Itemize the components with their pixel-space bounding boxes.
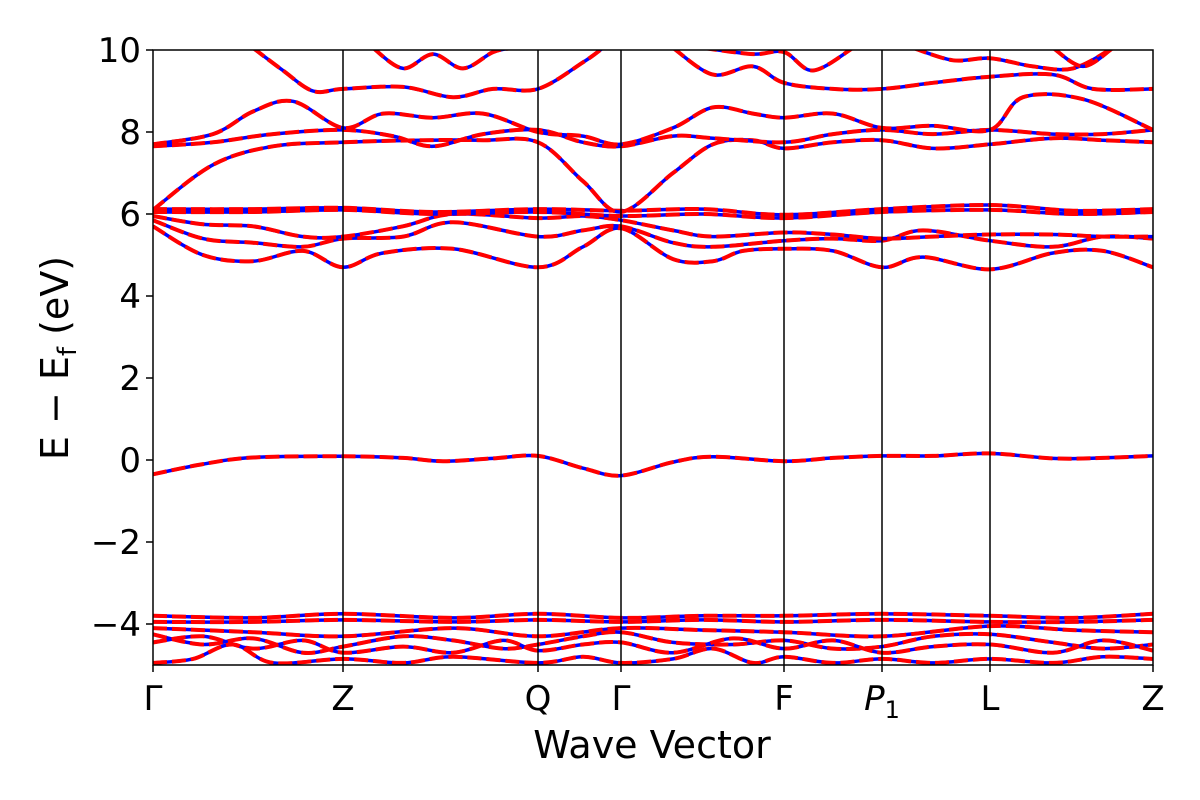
plot-area — [153, 50, 1153, 665]
y-tick-label-5: 6 — [119, 195, 141, 235]
y-axis-ticks: −4 −2 0 2 4 6 8 10 — [91, 31, 153, 645]
band-line-red-14 — [1052, 50, 1114, 69]
y-tick-label-4: 4 — [119, 277, 141, 317]
band-line-red-8 — [153, 92, 1153, 147]
band-line-red-11 — [672, 50, 1153, 92]
y-tick-label-2: 0 — [119, 441, 141, 481]
band-line-red-13 — [912, 50, 1114, 72]
x-axis-label: Wave Vector — [533, 723, 771, 767]
band-line-red-3 — [153, 211, 1153, 241]
y-tick-label-7: 10 — [98, 31, 141, 71]
band-line-red-1 — [153, 224, 1153, 272]
x-tick-label-1: Z — [331, 679, 354, 719]
band-line-red-9 — [252, 50, 604, 100]
x-tick-label-5: P1 — [864, 679, 900, 724]
x-tick-label-3: Γ — [612, 679, 631, 719]
x-tick-label-7: Z — [1141, 679, 1164, 719]
y-tick-label-3: 2 — [119, 359, 141, 399]
y-axis-label: E − Ef (eV) — [33, 256, 83, 460]
x-tick-label-0: Γ — [144, 679, 163, 719]
y-axis-label-subscript: f — [53, 346, 83, 356]
x-tick-label-2: Q — [525, 679, 552, 719]
plot-frame — [152, 49, 1154, 666]
y-axis-label-unit: (eV) — [33, 256, 77, 347]
band-line-red-6 — [153, 136, 1153, 214]
x-axis-ticks: Γ Z Q Γ F P1 L Z — [144, 665, 1165, 724]
band-line-red-2 — [153, 218, 1153, 249]
kpoint-divider-lines — [342, 50, 991, 665]
x-tick-label-4: F — [774, 679, 794, 719]
x-tick-label-6: L — [981, 679, 1000, 719]
y-axis-label-main: E − E — [33, 356, 77, 460]
band-line-red-20 — [153, 642, 1153, 665]
y-tick-label-6: 8 — [119, 113, 141, 153]
band-line-red-10 — [372, 50, 513, 71]
y-tick-label-1: −2 — [91, 523, 141, 563]
y-tick-label-0: −4 — [91, 605, 141, 645]
